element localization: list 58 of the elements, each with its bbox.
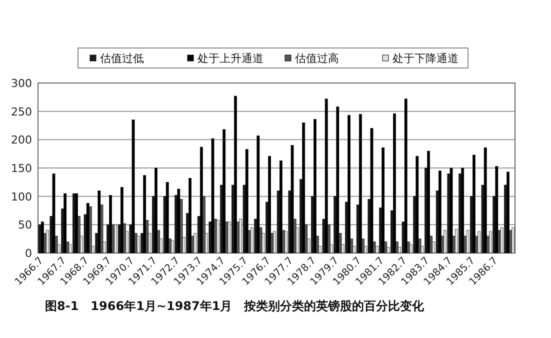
bar — [382, 147, 385, 254]
y-tick-label: 0 — [25, 247, 32, 260]
bar — [132, 120, 135, 254]
bar — [279, 160, 282, 254]
bar — [88, 206, 92, 254]
bar — [358, 114, 362, 254]
bar — [188, 178, 192, 254]
bar — [222, 129, 226, 254]
bar — [404, 98, 408, 254]
legend-label: 处于上升通道 — [198, 52, 264, 65]
bar — [154, 168, 158, 254]
bar — [52, 174, 56, 254]
text: 图8-1 1966年1月~1987年1月 按类别分类的英镑股的百分比变化 — [45, 299, 426, 313]
bar — [40, 222, 44, 254]
bar — [245, 149, 248, 254]
bar — [314, 119, 316, 254]
bar — [136, 236, 140, 254]
bar — [177, 188, 180, 254]
bar — [256, 136, 260, 254]
legend-label: 估值过低 — [100, 52, 144, 65]
bar — [143, 175, 146, 254]
bar — [120, 187, 124, 254]
y-tick-label: 300 — [11, 77, 32, 90]
bar — [75, 193, 78, 254]
bar — [268, 156, 271, 254]
y-tick-label: 250 — [11, 105, 32, 118]
bar — [38, 224, 42, 254]
bar — [461, 168, 464, 254]
y-tick-label: 150 — [11, 162, 32, 175]
bar — [450, 168, 453, 254]
bar — [393, 113, 396, 254]
bar — [438, 170, 442, 254]
bar — [211, 138, 214, 254]
bar — [416, 156, 419, 254]
bar — [512, 227, 515, 254]
bar — [506, 172, 510, 254]
y-tick-label: 50 — [18, 218, 32, 232]
bar — [484, 147, 487, 254]
bar — [166, 182, 169, 254]
bar — [348, 115, 350, 254]
bar — [427, 150, 430, 254]
bar — [472, 154, 476, 254]
y-tick-label: 100 — [11, 190, 32, 204]
bar — [98, 190, 101, 254]
bar — [200, 146, 203, 254]
bar — [370, 128, 374, 254]
bar — [109, 195, 112, 254]
bar — [234, 96, 237, 254]
bar — [86, 202, 90, 254]
bar — [64, 193, 67, 254]
bar — [290, 145, 294, 254]
bar — [336, 106, 340, 254]
bar — [114, 224, 118, 254]
legend-label: 处于下降通道 — [392, 52, 458, 65]
y-tick-label: 200 — [11, 134, 32, 147]
bar — [302, 122, 306, 254]
legend-label: 估值过高 — [295, 52, 339, 65]
bar — [324, 98, 328, 254]
